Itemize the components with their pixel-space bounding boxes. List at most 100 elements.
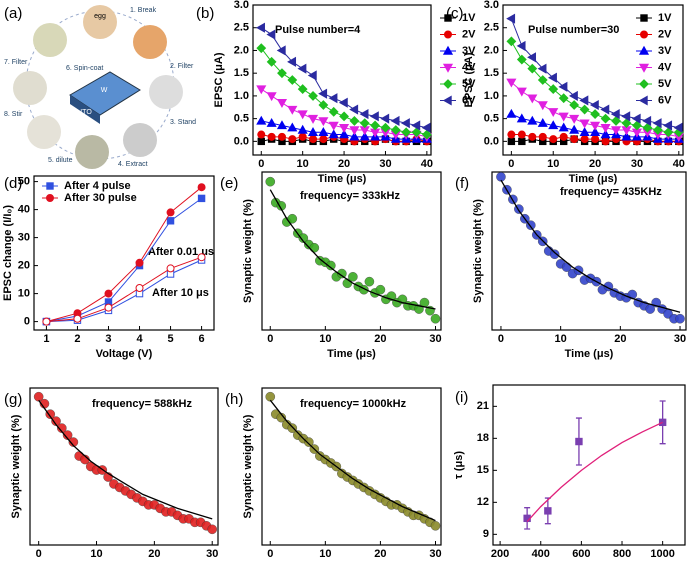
marker [570,135,579,144]
marker [266,56,277,67]
marker [337,268,347,279]
y-tick-label: 18 [477,432,489,444]
marker [642,122,653,133]
step: 8. Stir [4,111,23,118]
marker [600,113,611,124]
annotation: After 0.01 μs [148,246,214,258]
marker [506,108,517,118]
marker [658,418,667,427]
x-tick-label: 0 [498,333,504,345]
y-tick-label: 20 [18,260,30,272]
marker [339,129,350,139]
photo [33,23,67,57]
series-line [260,47,427,136]
photo [75,135,109,169]
legend-label: After 30 pulse [64,192,137,204]
annotation: frequency= 1000kHz [300,398,407,410]
marker [430,521,441,531]
step: 2. Filter [170,63,194,70]
marker [516,54,527,65]
marker [401,127,412,138]
marker [277,68,287,79]
x-tick-label: 0 [508,158,514,170]
panel-label: (a) [4,5,22,22]
marker [266,29,276,40]
marker [506,78,517,88]
marker [632,120,642,131]
panel-label: (b) [196,5,214,22]
marker [287,213,298,224]
marker [46,182,54,190]
x-tick-label: 40 [673,158,685,170]
marker [579,95,589,106]
marker [46,194,54,202]
series-line [526,421,663,522]
legend-label: 2V [462,28,476,40]
y-tick-label: 1.5 [234,67,249,79]
marker [601,137,610,146]
marker [527,63,538,74]
plot-frame [33,175,215,331]
marker [166,217,175,225]
x-tick-label: 800 [613,548,631,560]
x-tick-label: 0 [36,548,42,560]
marker [569,124,580,134]
y-tick-label: 21 [477,400,489,412]
chart-panel: (e) 0 10 20 30 Time (μs) Synaptic weight (%) fr… [220,171,442,360]
marker [51,416,61,426]
marker [548,108,559,118]
series-line [269,189,436,310]
x-tick-label: 6 [199,333,205,345]
marker [639,79,649,89]
marker [307,127,319,136]
x-tick-label: 10 [555,333,567,345]
marker [558,81,568,92]
legend-label: 5V [658,78,672,90]
marker [589,99,599,111]
marker [537,63,547,74]
marker [591,135,600,144]
marker [339,124,350,133]
marker [297,110,308,120]
x-tick-label: 30 [674,333,686,345]
chart-panel: (f) 0 10 20 30 Time (μs) Synaptic weight (%) fr… [455,171,687,360]
diagram-panel: (a) egg W ITO 1. Break 2. Filter 3. Stan… [4,5,196,169]
marker [68,437,79,447]
marker [375,284,386,295]
panel-label: (c) [446,5,464,22]
y-tick-label: 0.0 [484,135,499,147]
marker [369,111,379,122]
legend-label: 1V [658,12,672,24]
marker [328,106,339,117]
y-tick-label: 0 [24,316,30,328]
photo [13,71,47,105]
series-line [38,399,213,520]
marker [663,127,674,138]
marker [380,122,391,133]
x-tick-label: 30 [206,548,218,560]
y-tick-label: 0.5 [234,113,249,125]
device-side [70,95,100,124]
marker [297,63,307,74]
x-tick-label: 0 [267,333,273,345]
y-axis-label: Synaptic weight (%) [10,414,22,518]
x-tick-label: 10 [297,158,309,170]
marker [569,114,580,124]
plot-frame [29,387,219,546]
marker [590,121,601,131]
marker [579,119,590,129]
legend-label: 4V [658,61,672,73]
marker [307,114,319,124]
marker [304,437,314,447]
x-tick-label: 20 [374,548,386,560]
series-line [46,186,202,323]
marker [516,40,526,51]
marker [518,137,526,146]
marker [257,137,265,146]
marker [652,118,662,129]
annotation: Pulse number=4 [275,24,361,36]
plot-frame [502,4,684,156]
marker [640,14,648,22]
marker [256,85,267,95]
